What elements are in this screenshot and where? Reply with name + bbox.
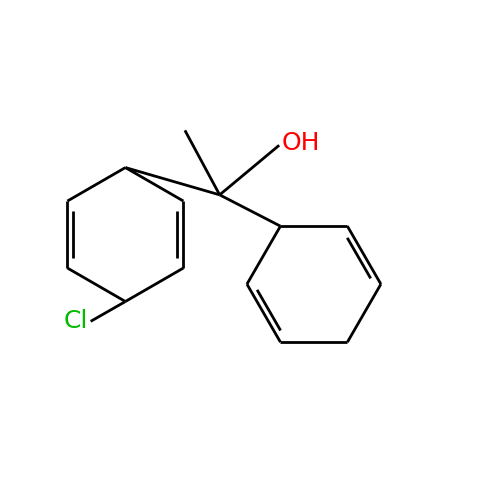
- Text: OH: OH: [282, 131, 320, 155]
- Text: Cl: Cl: [64, 309, 88, 333]
